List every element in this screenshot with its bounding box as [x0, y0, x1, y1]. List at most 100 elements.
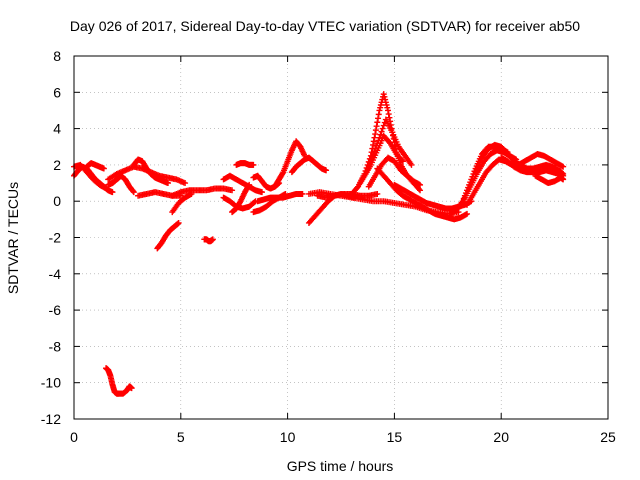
- data-point: [378, 128, 385, 135]
- series-track-37: [532, 172, 567, 187]
- y-tick-label: -10: [41, 375, 61, 391]
- data-point: [250, 161, 257, 168]
- series-track-14: [220, 194, 259, 212]
- data-point: [372, 127, 379, 134]
- y-tick-label: -2: [49, 230, 62, 246]
- data-point: [370, 141, 377, 148]
- data-point: [245, 183, 252, 190]
- x-tick-label: 15: [387, 429, 403, 445]
- x-tick-label: 20: [493, 429, 509, 445]
- data-point: [175, 219, 182, 226]
- data-point: [560, 176, 567, 183]
- series-track-28: [365, 154, 424, 190]
- data-point: [130, 188, 137, 195]
- series-track-8: [169, 185, 236, 199]
- data-point: [109, 189, 116, 196]
- x-axis-label: GPS time / hours: [287, 458, 394, 474]
- data-point: [386, 138, 393, 145]
- data-point: [399, 158, 406, 165]
- data-point: [377, 102, 384, 109]
- data-point: [417, 187, 424, 194]
- data-point: [375, 111, 382, 118]
- data-point: [372, 131, 379, 138]
- data-point: [188, 190, 195, 197]
- series-track-15: [229, 181, 253, 216]
- data-point: [408, 161, 415, 168]
- y-tick-label: -8: [49, 338, 62, 354]
- data-point: [323, 167, 330, 174]
- data-point: [398, 157, 405, 164]
- data-point: [382, 96, 389, 103]
- data-point: [379, 125, 386, 132]
- series-track-34: [472, 141, 567, 177]
- chart-title: Day 026 of 2017, Sidereal Day-to-day VTE…: [70, 18, 580, 34]
- data-point: [377, 131, 384, 138]
- series-track-9: [169, 190, 195, 216]
- y-tick-label: 4: [53, 121, 61, 137]
- x-tick-label: 25: [600, 429, 616, 445]
- data-point: [354, 184, 361, 191]
- data-point: [381, 93, 388, 100]
- series-track-11: [201, 236, 216, 245]
- data-point: [130, 189, 137, 196]
- series-track-20: [271, 138, 308, 190]
- data-point: [279, 170, 286, 177]
- data-point: [380, 122, 387, 129]
- data-point: [376, 107, 383, 114]
- data-point: [229, 187, 236, 194]
- data-point: [164, 180, 171, 187]
- series-track-36: [515, 151, 567, 170]
- data-point: [374, 190, 381, 197]
- y-tick-label: 0: [53, 193, 61, 209]
- plot-frame: [73, 55, 609, 420]
- series-track-21: [288, 154, 330, 176]
- data-point: [384, 104, 391, 111]
- data-point: [386, 114, 393, 121]
- series-track-19: [254, 190, 306, 205]
- y-tick-label: -12: [41, 411, 61, 427]
- data-point: [382, 99, 389, 106]
- data-marks: [71, 91, 567, 397]
- data-point: [375, 115, 382, 122]
- y-tick-label: -4: [49, 266, 62, 282]
- data-point: [417, 181, 424, 188]
- series-track-12: [103, 365, 135, 397]
- x-tick-label: 5: [177, 429, 185, 445]
- data-point: [560, 163, 567, 170]
- data-point: [383, 102, 390, 109]
- x-tick-label: 10: [280, 429, 296, 445]
- y-tick-label: 6: [53, 84, 61, 100]
- data-point: [374, 119, 381, 126]
- y-axis-label: SDTVAR / TECUs: [5, 182, 21, 294]
- series-track-27: [361, 132, 406, 179]
- data-point: [299, 190, 306, 197]
- data-point: [100, 165, 107, 172]
- data-point: [373, 123, 380, 130]
- data-point: [251, 199, 258, 206]
- data-point: [103, 185, 110, 192]
- data-point: [384, 107, 391, 114]
- data-point: [258, 189, 265, 196]
- data-point: [380, 91, 387, 98]
- series-track-16: [233, 160, 257, 168]
- data-point: [182, 180, 189, 187]
- data-point: [370, 138, 377, 145]
- data-point: [385, 111, 392, 118]
- y-tick-label: -6: [49, 302, 62, 318]
- series-track-29: [374, 165, 471, 223]
- data-point: [128, 385, 135, 392]
- series-track-6: [130, 156, 171, 187]
- y-tick-label: 8: [53, 48, 61, 64]
- data-point: [464, 210, 471, 217]
- series-track-4: [105, 172, 137, 196]
- series-track-3: [83, 160, 107, 172]
- data-point: [246, 181, 253, 188]
- series-track-10: [154, 219, 182, 252]
- data-point: [209, 236, 216, 243]
- x-tick-label: 0: [70, 429, 78, 445]
- data-point: [377, 104, 384, 111]
- y-tick-label: 2: [53, 157, 61, 173]
